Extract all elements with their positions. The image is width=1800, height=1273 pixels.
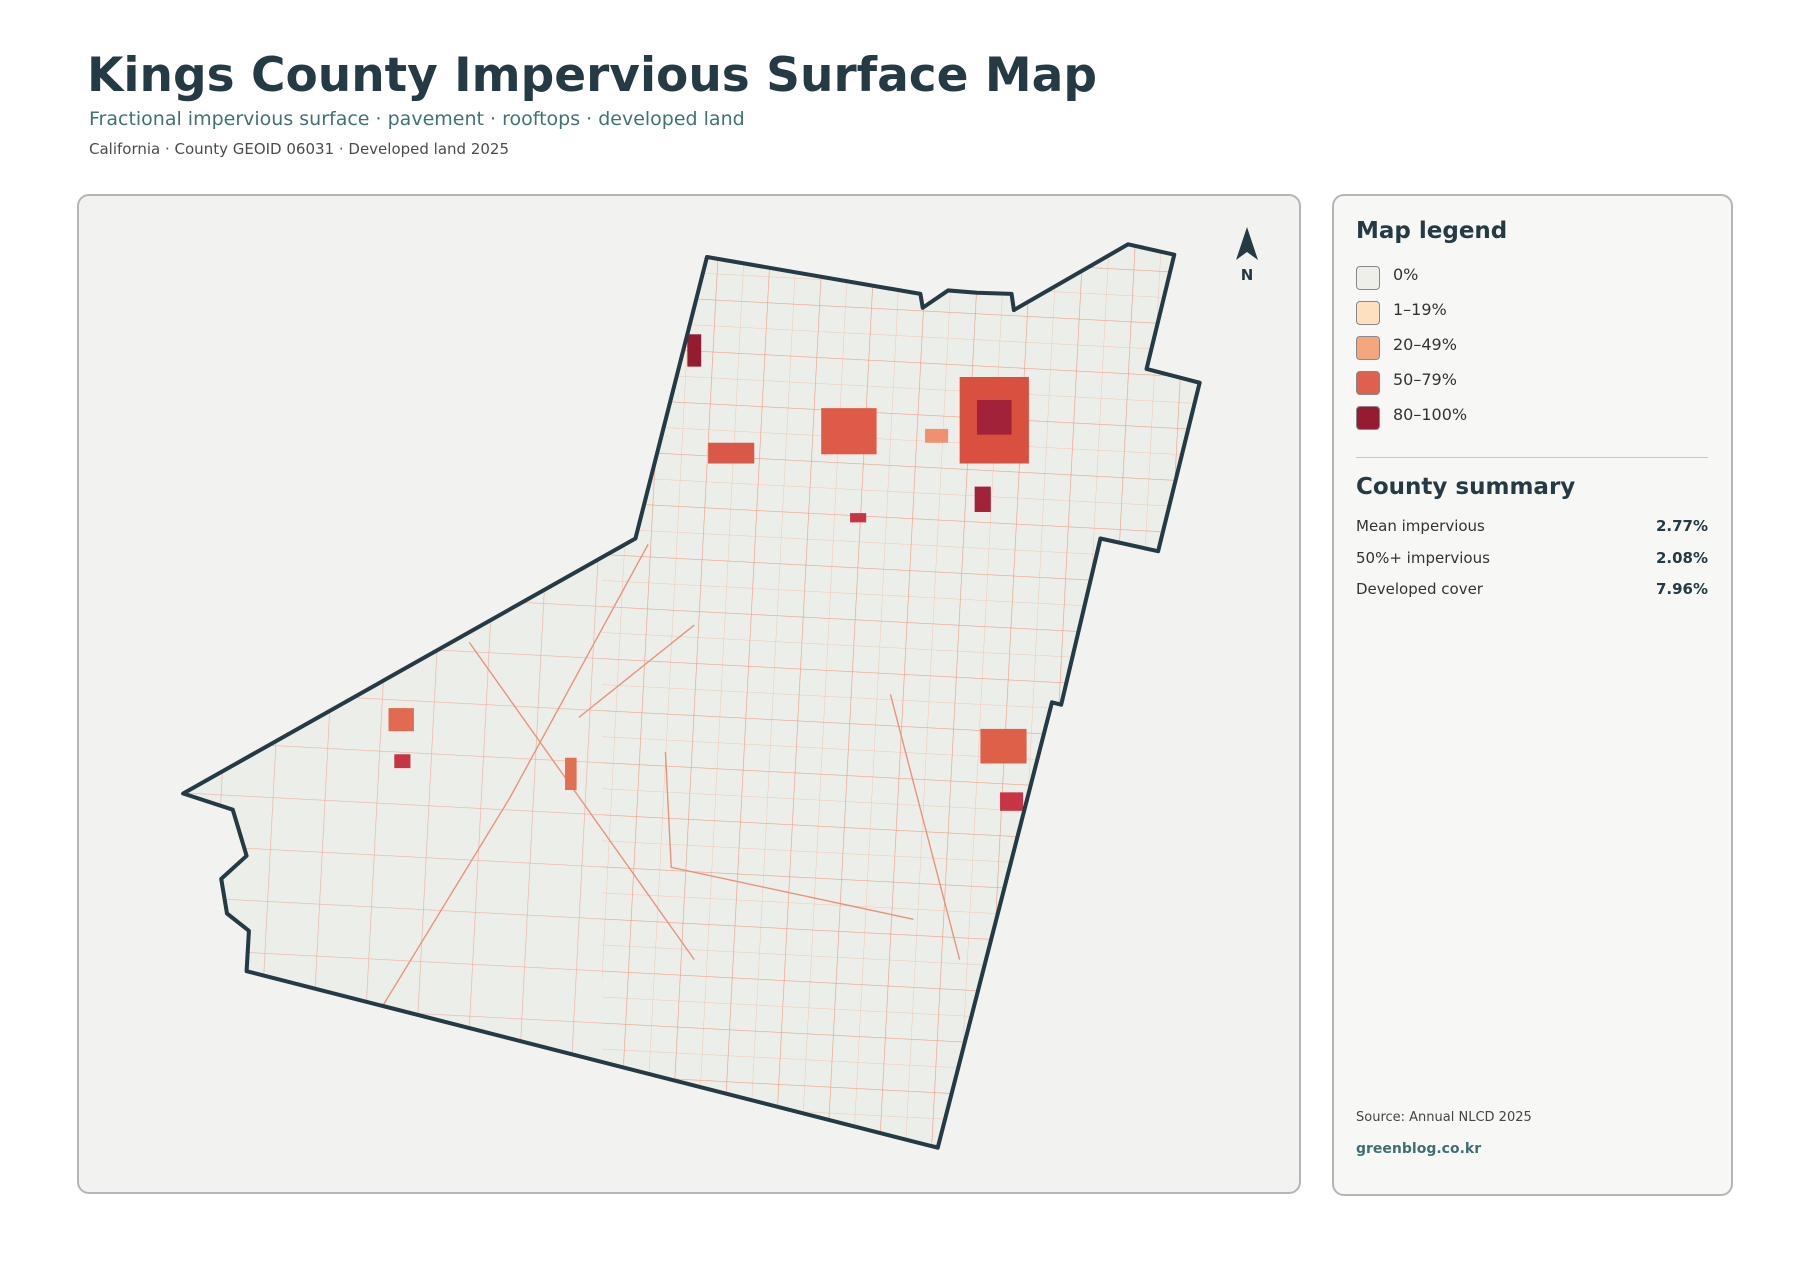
legend-swatch (1356, 371, 1380, 395)
north-label: N (1241, 266, 1254, 284)
legend-label: 50–79% (1393, 370, 1457, 389)
legend-label: 20–49% (1393, 335, 1457, 354)
county-fill (183, 244, 1200, 1148)
summary-title: County summary (1356, 474, 1576, 500)
summary-value: 2.08% (1655, 548, 1708, 567)
title: Kings County Impervious Surface Map (87, 48, 1098, 103)
subtitle: Fractional impervious surface · pavement… (89, 108, 745, 130)
map-panel: N (77, 194, 1301, 1194)
legend-label: 1–19% (1393, 300, 1447, 319)
north-arrow (1236, 227, 1258, 260)
summary-label: 50%+ impervious (1356, 548, 1490, 567)
site-link: greenblog.co.kr (1356, 1141, 1482, 1157)
legend-swatch (1356, 336, 1380, 360)
summary-label: Developed cover (1356, 580, 1483, 598)
summary-value: 7.96% (1655, 580, 1708, 598)
legend-label: 0% (1393, 265, 1419, 284)
side-panel (1332, 194, 1733, 1196)
urban-areas (388, 334, 1029, 811)
divider (1356, 457, 1708, 458)
summary-value: 2.77% (1655, 517, 1708, 535)
legend-swatch (1356, 301, 1380, 325)
legend-label: 80–100% (1393, 405, 1468, 424)
legend-title: Map legend (1356, 218, 1508, 244)
county-outline (181, 242, 1202, 1150)
source: Source: Annual NLCD 2025 (1356, 1110, 1532, 1125)
legend-swatch (1356, 406, 1380, 430)
meta: California · County GEOID 06031 · Develo… (89, 140, 509, 158)
summary-label: Mean impervious (1356, 517, 1485, 535)
map: N (181, 227, 1258, 1150)
legend-swatch (1356, 266, 1380, 290)
